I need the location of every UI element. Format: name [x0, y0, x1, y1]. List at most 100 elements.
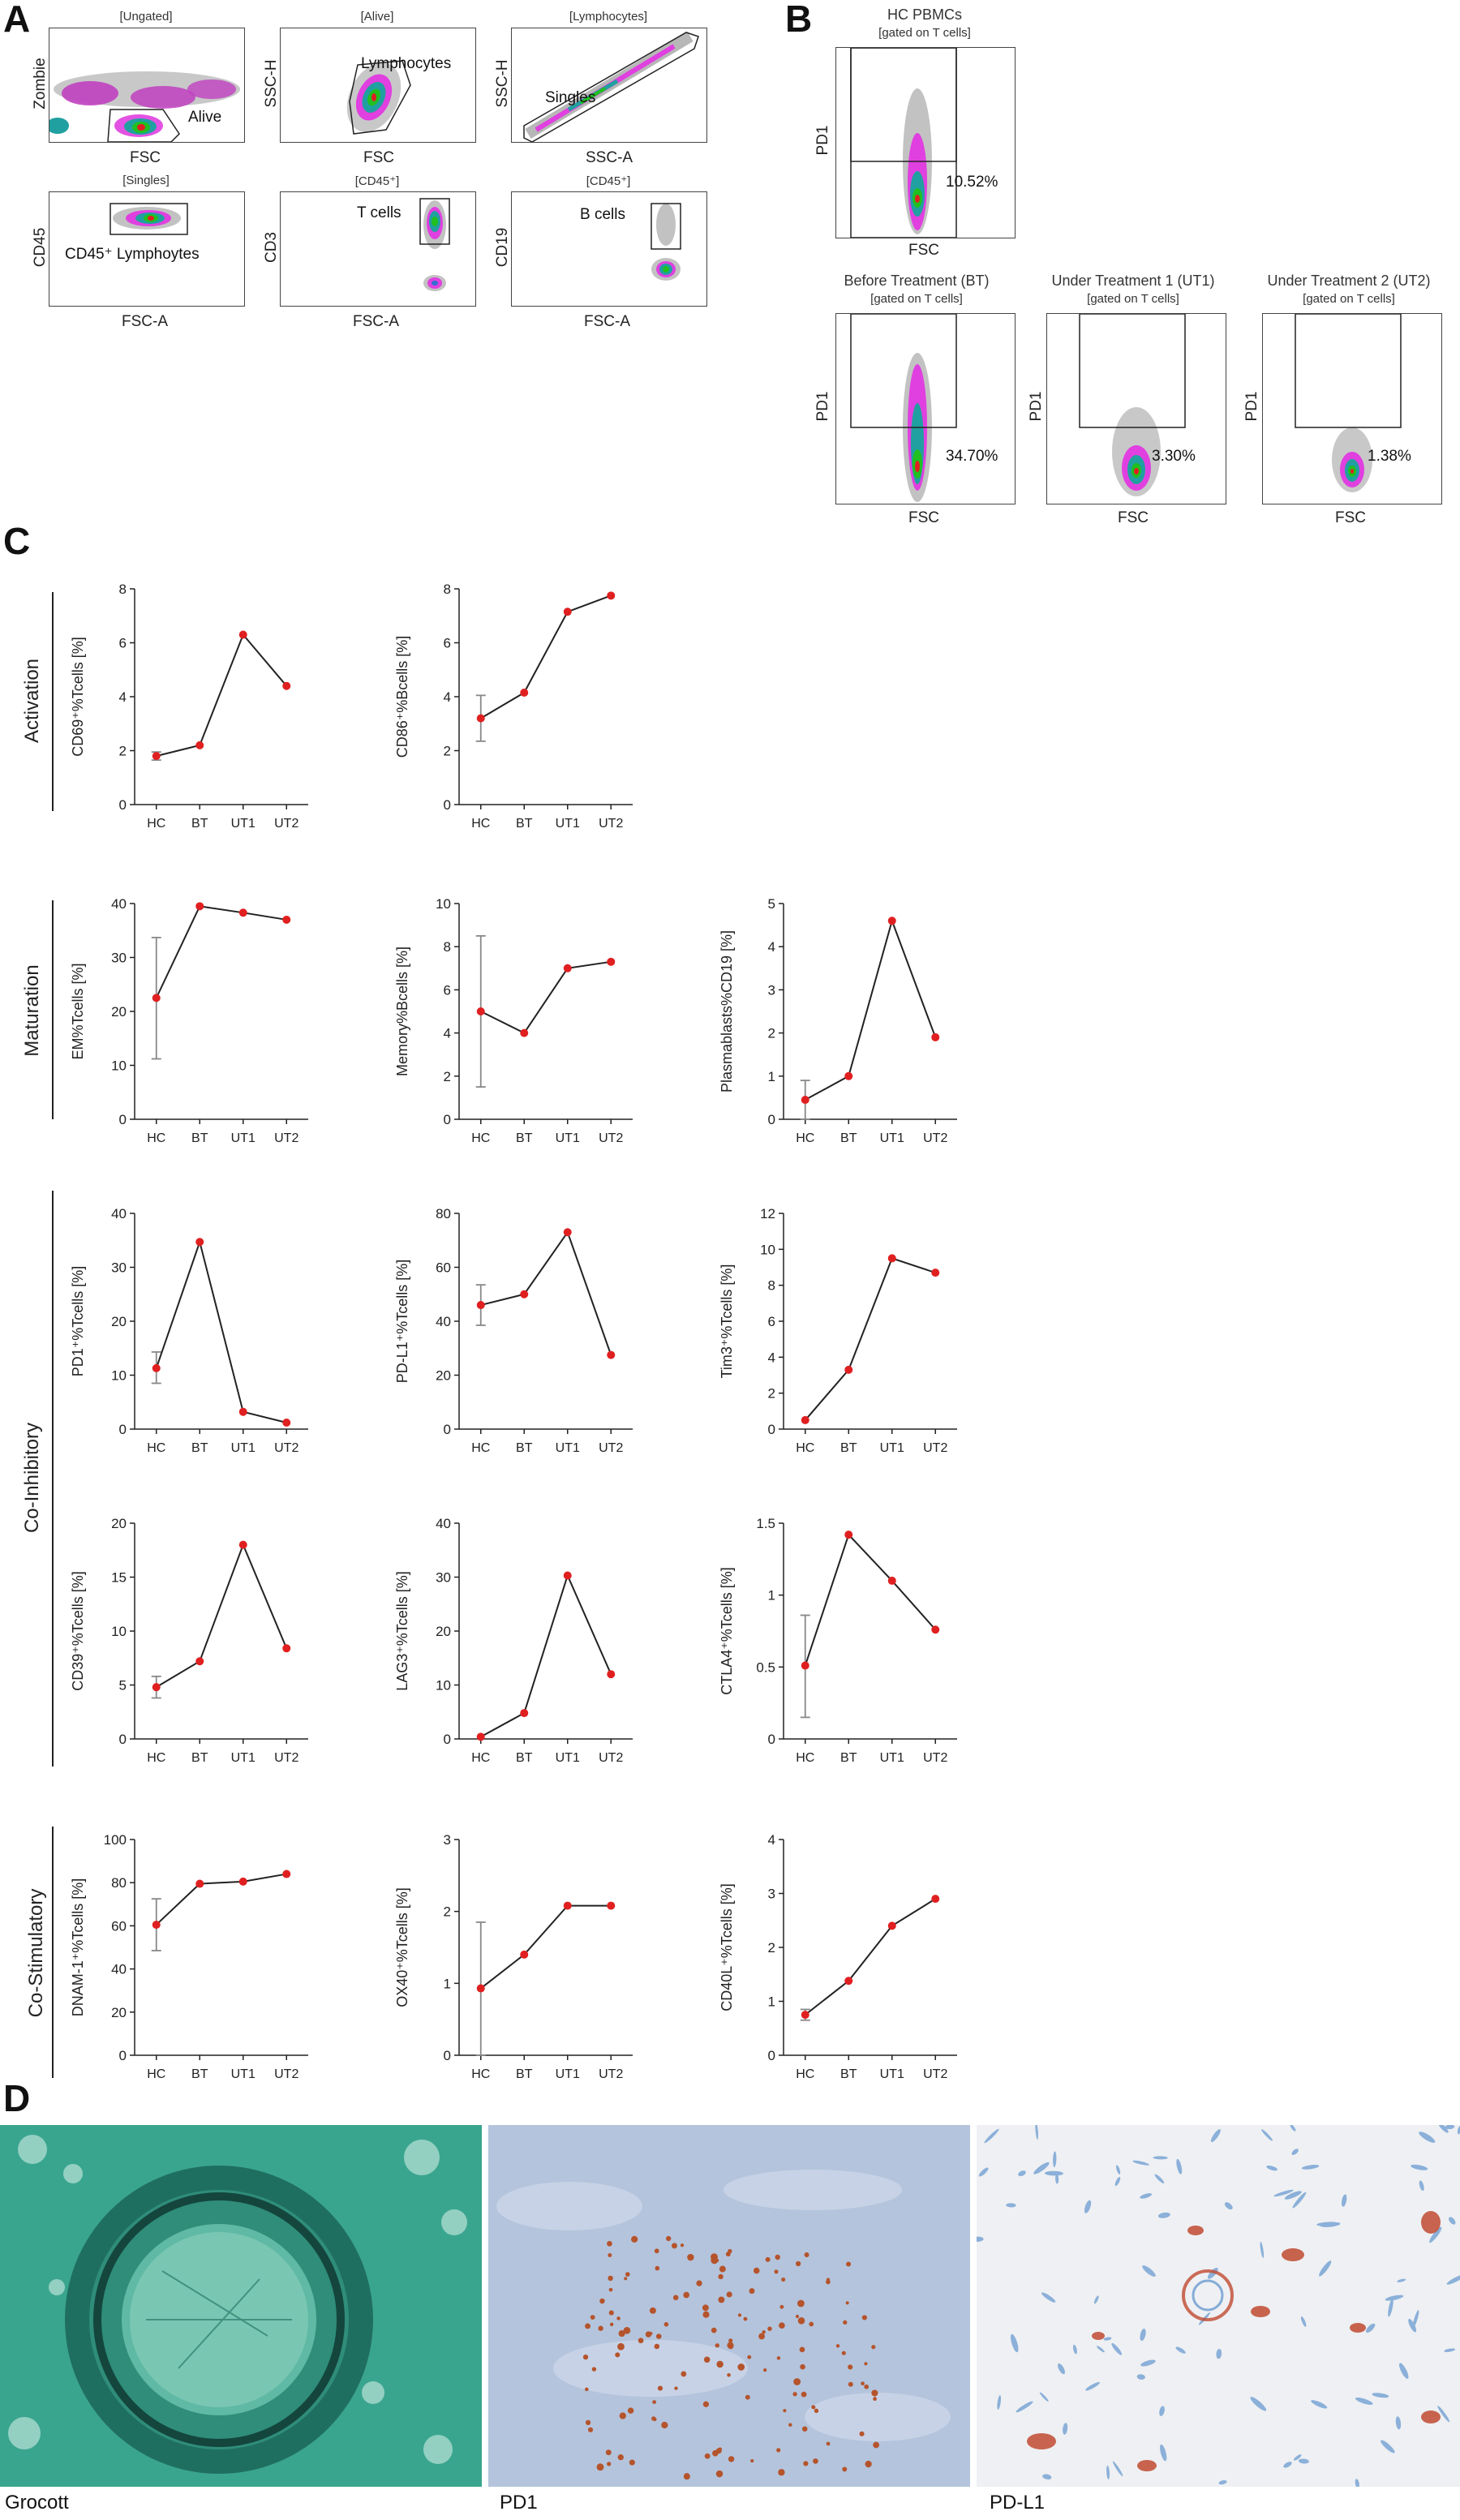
x-tick-label: UT1	[556, 2067, 580, 2081]
x-tick-label: UT2	[923, 1131, 947, 1145]
nucleus-mark	[1136, 2374, 1145, 2380]
x-tick-label: HC	[147, 1751, 165, 1765]
nucleus-mark	[1224, 2202, 1233, 2210]
stain-dot	[726, 2291, 732, 2298]
stain-dot	[758, 2333, 765, 2340]
x-tick-label: UT1	[231, 2067, 256, 2081]
flow-density	[346, 60, 411, 135]
data-point	[152, 994, 161, 1002]
nucleus-mark	[1018, 2170, 1026, 2177]
data-point	[476, 1301, 485, 1310]
stain-dot	[737, 2313, 742, 2317]
stain-dot	[715, 2470, 724, 2478]
stain-dot	[871, 2389, 878, 2397]
flow-density	[850, 314, 957, 502]
chart-em: 0 10 20 30 40 HC BT UT1 UT2 EM%Tcells [%]	[65, 892, 316, 1154]
y-tick-label: 100	[104, 1832, 127, 1848]
nucleus-mark	[1112, 2461, 1123, 2477]
stain-dot	[608, 2287, 613, 2292]
chart-memory: 0 2 4 6 8 10 HC BT UT1 UT2 Memory%Bcells [%]	[389, 892, 641, 1154]
stain-dot	[638, 2338, 644, 2344]
nucleus-mark	[1395, 2416, 1402, 2430]
x-tick-label: HC	[471, 1751, 490, 1765]
y-tick-label: 0	[768, 1732, 775, 1747]
data-point	[563, 1228, 572, 1237]
x-tick-label: HC	[471, 2067, 490, 2081]
percent-label: 10.52%	[946, 174, 998, 191]
nucleus-mark	[1300, 2316, 1307, 2327]
stain-dot	[652, 2400, 657, 2404]
stain-dot	[608, 2275, 613, 2282]
nucleus-mark	[1035, 2125, 1038, 2140]
data-point	[887, 1254, 896, 1263]
series-line	[805, 1898, 936, 2016]
flow-title: HC PBMCs	[887, 6, 962, 23]
nucleus-mark	[1429, 2226, 1442, 2243]
x-tick-label: HC	[796, 1751, 814, 1765]
nucleus-mark	[1372, 2393, 1389, 2398]
flow-plot-ungated	[49, 28, 245, 143]
y-tick-label: 0	[768, 2048, 775, 2063]
nucleus-mark	[1438, 2125, 1449, 2133]
data-point	[931, 1032, 940, 1041]
stain-dot	[616, 2316, 620, 2320]
stain-dot	[797, 2317, 805, 2325]
data-point	[844, 1530, 853, 1539]
data-point	[563, 1901, 572, 1910]
stain-dot	[661, 2421, 668, 2429]
nucleus-mark	[1055, 2173, 1059, 2184]
stain-dot	[727, 2372, 731, 2377]
stain-dot	[585, 2323, 590, 2329]
y-tick-label: 60	[436, 1260, 451, 1276]
data-point	[520, 689, 529, 698]
stain-dot	[762, 2330, 766, 2334]
flow-title: [CD45⁺]	[354, 174, 400, 188]
stain-dot	[663, 2321, 669, 2327]
data-point	[238, 1877, 247, 1886]
stain-dot	[672, 2295, 679, 2301]
stain-dot	[793, 2378, 801, 2385]
stain-dot	[728, 2338, 733, 2343]
flow-plot-hc	[835, 47, 1016, 238]
stain-dot	[617, 2342, 625, 2350]
data-point	[152, 1683, 161, 1692]
data-point	[476, 1732, 485, 1741]
nucleus-mark	[1159, 2406, 1165, 2416]
y-tick-label: 0	[768, 1422, 775, 1437]
percent-label: 3.30%	[1152, 448, 1196, 465]
x-tick-label: BT	[516, 1131, 533, 1145]
data-point	[520, 1028, 529, 1037]
x-tick-label: UT1	[880, 1441, 904, 1455]
stain-dot	[781, 2277, 786, 2282]
series-line	[156, 1542, 288, 1689]
nucleus-mark	[1408, 2318, 1417, 2333]
nucleus-mark	[1160, 2444, 1167, 2462]
chart-pdl1: 0 20 40 60 80 HC BT UT1 UT2 PD-L1⁺%Tcells [%]	[389, 1202, 641, 1464]
stain-dot	[718, 2296, 725, 2303]
stain-dot	[712, 2449, 719, 2457]
flow-title: Under Treatment 1 (UT1)	[1051, 273, 1215, 289]
nucleus-mark	[1449, 2217, 1456, 2225]
x-tick-label: BT	[840, 1751, 857, 1765]
x-tick-label: UT1	[231, 1441, 256, 1455]
data-point	[563, 1571, 572, 1580]
stain-dot	[704, 2453, 711, 2459]
y-tick-label: 1	[444, 1976, 451, 1991]
y-tick-label: 1	[768, 1069, 775, 1084]
data-point	[152, 752, 161, 761]
y-tick-label: 2	[768, 1386, 775, 1402]
nucleus-mark	[1419, 2131, 1436, 2143]
nucleus-mark	[1411, 2164, 1428, 2170]
data-point	[801, 2011, 809, 2020]
y-tick-label: 40	[111, 896, 127, 912]
nucleus-mark	[1293, 2454, 1302, 2461]
histology-image-grocott	[0, 2125, 482, 2487]
nucleus-mark	[1033, 2162, 1050, 2174]
series-line	[805, 918, 937, 1101]
nucleus-mark	[1301, 2165, 1320, 2170]
stain-dot	[627, 2407, 634, 2414]
series-line	[156, 1873, 287, 1925]
data-point	[152, 1921, 161, 1930]
flow-density	[1079, 314, 1186, 496]
y-tick-label: 20	[111, 2005, 127, 2020]
